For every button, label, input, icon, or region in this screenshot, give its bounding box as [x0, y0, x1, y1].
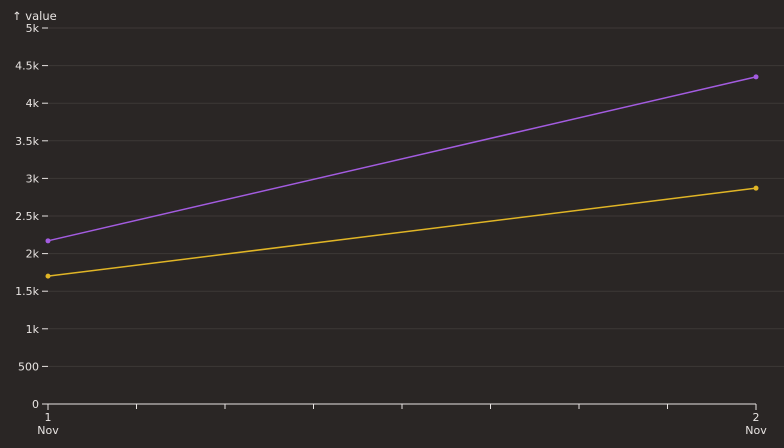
series-line-1 [47, 76, 757, 242]
x-tick-label-month: Nov [37, 424, 59, 437]
series-2-point-2 [753, 185, 759, 191]
y-tick-label: 5k [26, 22, 40, 35]
y-tick-label: 0 [32, 398, 39, 411]
series-1-point-1 [45, 238, 51, 244]
y-axis-title: ↑ value [12, 9, 57, 23]
series [45, 74, 759, 279]
y-tick-label: 2k [26, 248, 40, 261]
x-tick-label-day: 2 [753, 411, 760, 424]
y-tick-label: 1.5k [15, 285, 39, 298]
x-tick-label-month: Nov [745, 424, 767, 437]
y-tick-label: 3k [26, 172, 40, 185]
y-tick-label: 1k [26, 323, 40, 336]
series-1-point-2 [753, 74, 759, 80]
x-tick-label-day: 1 [45, 411, 52, 424]
series-2-point-1 [45, 273, 51, 279]
y-tick-label: 500 [18, 360, 39, 373]
series-line-2 [47, 187, 757, 277]
y-tick-label: 4.5k [15, 60, 39, 73]
grid [48, 27, 784, 367]
y-tick-label: 2.5k [15, 210, 39, 223]
y-tick-label: 4k [26, 97, 40, 110]
axes: ↑ value 05001k1.5k2k2.5k3k3.5k4k4.5k5k1N… [12, 9, 767, 437]
y-tick-label: 3.5k [15, 135, 39, 148]
